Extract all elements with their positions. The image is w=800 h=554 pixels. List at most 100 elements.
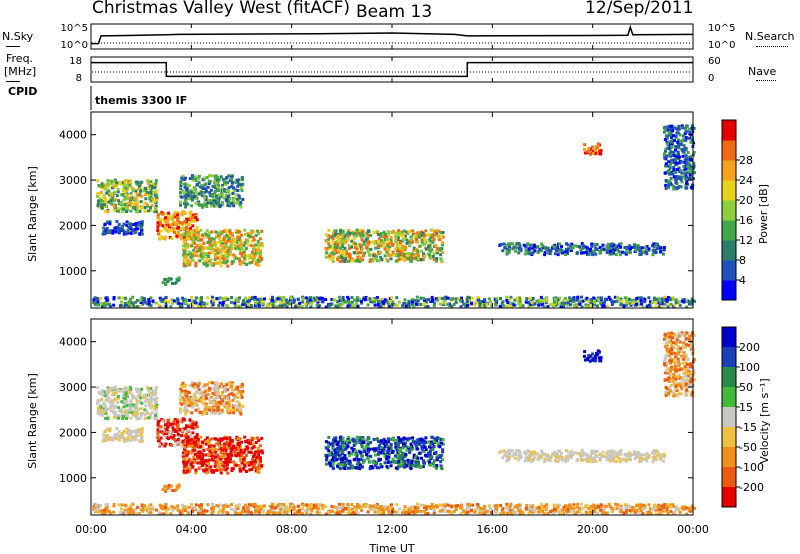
power-cell bbox=[219, 254, 223, 258]
power-cell bbox=[684, 126, 688, 130]
velocity-cell bbox=[384, 452, 388, 456]
velocity-cell bbox=[235, 408, 239, 412]
velocity-cell bbox=[203, 403, 207, 407]
velocity-cell bbox=[432, 444, 436, 448]
velocity-cell bbox=[112, 391, 116, 395]
velocity-cell bbox=[201, 453, 205, 457]
power-cell bbox=[416, 240, 420, 244]
velocity-cell bbox=[121, 413, 125, 417]
power-cell bbox=[224, 254, 228, 258]
power-cell bbox=[258, 255, 262, 259]
power-cell bbox=[608, 249, 612, 253]
power-cell bbox=[507, 242, 511, 246]
power-cell bbox=[427, 253, 431, 257]
velocity-cell bbox=[124, 386, 128, 390]
power-cell bbox=[389, 241, 393, 245]
power-cell bbox=[406, 252, 410, 256]
velocity-cell bbox=[391, 449, 395, 453]
velocity-cell bbox=[230, 408, 234, 412]
velocity-cell bbox=[256, 465, 260, 469]
power-cell bbox=[96, 202, 100, 206]
power-cell bbox=[683, 298, 687, 302]
power-cell bbox=[537, 299, 541, 303]
power-cell bbox=[414, 253, 418, 257]
velocity-cell bbox=[131, 430, 135, 434]
power-cell bbox=[599, 301, 603, 305]
velocity-cell bbox=[181, 430, 185, 434]
velocity-cell bbox=[234, 388, 238, 392]
velocity-cell bbox=[204, 442, 208, 446]
power-cell bbox=[597, 298, 601, 302]
velocity-cell bbox=[189, 419, 193, 423]
power-cell bbox=[156, 225, 160, 229]
power-cell bbox=[211, 295, 215, 299]
power-cell bbox=[582, 147, 586, 151]
power-cell bbox=[588, 305, 592, 309]
power-cell bbox=[338, 299, 342, 303]
velocity-cell bbox=[435, 454, 439, 458]
power-cell bbox=[500, 301, 504, 305]
power-cell bbox=[663, 171, 667, 175]
power-cell bbox=[647, 296, 651, 300]
power-cell bbox=[663, 125, 667, 129]
power-cell bbox=[377, 233, 381, 237]
power-cell bbox=[222, 237, 226, 241]
power-cell bbox=[667, 172, 671, 176]
power-cell bbox=[188, 261, 192, 265]
power-cell bbox=[227, 174, 231, 178]
power-cell bbox=[214, 181, 218, 185]
power-cell bbox=[383, 298, 387, 302]
power-cell bbox=[354, 242, 358, 246]
velocity-cell bbox=[182, 462, 186, 466]
velocity-cell bbox=[183, 401, 187, 405]
power-cell bbox=[507, 250, 511, 254]
velocity-cell bbox=[189, 444, 193, 448]
power-cell bbox=[118, 207, 122, 211]
power-cell bbox=[507, 248, 511, 252]
power-cell bbox=[668, 142, 672, 146]
power-cell bbox=[660, 305, 664, 309]
power-cell bbox=[342, 250, 346, 254]
power-cell bbox=[191, 242, 195, 246]
power-cell bbox=[239, 205, 243, 209]
power-cell bbox=[391, 250, 395, 254]
power-cell bbox=[121, 181, 125, 185]
velocity-cell bbox=[216, 396, 220, 400]
power-cell bbox=[366, 303, 370, 307]
velocity-cell bbox=[219, 382, 223, 386]
power-cell bbox=[185, 218, 189, 222]
power-cell bbox=[96, 194, 100, 198]
power-cell bbox=[194, 201, 198, 205]
velocity-cell bbox=[336, 464, 340, 468]
power-cell bbox=[224, 296, 228, 300]
velocity-cell bbox=[419, 464, 423, 468]
velocity-cell bbox=[391, 457, 395, 461]
power-cell bbox=[197, 192, 201, 196]
velocity-cell bbox=[169, 435, 173, 439]
velocity-cell bbox=[110, 389, 114, 393]
power-cell bbox=[234, 256, 238, 260]
power-cell bbox=[366, 243, 370, 247]
power-cell bbox=[683, 161, 687, 165]
power-cell bbox=[345, 232, 349, 236]
power-cell bbox=[192, 248, 196, 252]
velocity-cell bbox=[211, 458, 215, 462]
velocity-cell bbox=[231, 467, 235, 471]
power-cell bbox=[566, 301, 570, 305]
power-cell bbox=[487, 297, 491, 301]
power-cell bbox=[331, 231, 335, 235]
power-cell bbox=[533, 245, 537, 249]
power-cell bbox=[677, 301, 681, 305]
velocity-cell bbox=[195, 454, 199, 458]
power-cell bbox=[196, 177, 200, 181]
velocity-cell bbox=[394, 460, 398, 464]
power-cell bbox=[232, 239, 236, 243]
power-cell bbox=[120, 296, 124, 300]
power-cell bbox=[226, 229, 230, 233]
power-cell bbox=[527, 247, 531, 251]
power-cell bbox=[258, 249, 262, 253]
power-cell bbox=[273, 304, 277, 308]
power-cell bbox=[212, 201, 216, 205]
velocity-cell bbox=[187, 391, 191, 395]
velocity-cell bbox=[200, 456, 204, 460]
